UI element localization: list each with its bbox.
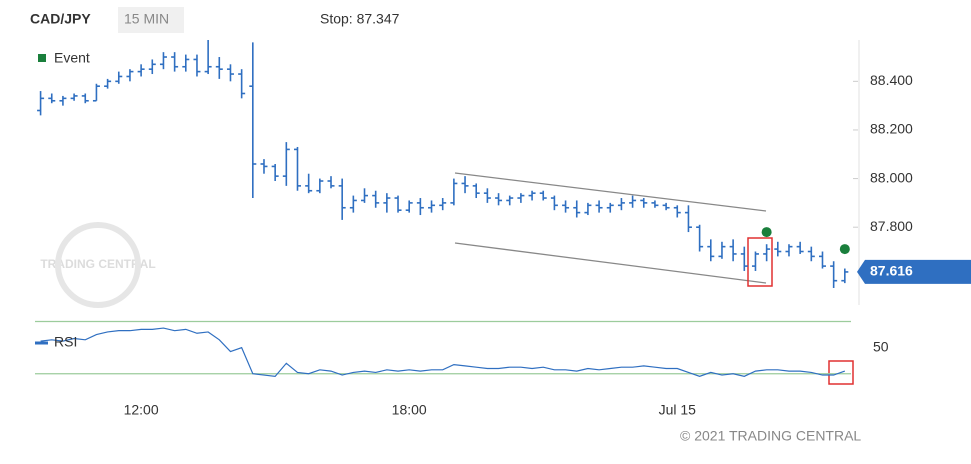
channel-line <box>454 172 767 212</box>
highlight-box <box>828 360 854 385</box>
x-tick-label: 12:00 <box>124 402 159 418</box>
legend-label: Event <box>54 50 90 66</box>
y-tick-label: 88.000 <box>870 169 913 185</box>
event-marker <box>839 244 850 255</box>
rsi-line <box>40 327 846 377</box>
symbol: CAD/JPY <box>30 11 91 27</box>
stop-label: Stop: 87.347 <box>320 11 400 27</box>
channel-line <box>454 242 767 284</box>
interval-badge <box>118 7 184 33</box>
event-marker <box>761 227 772 238</box>
rsi-tick-label: 50 <box>873 338 889 354</box>
watermark-ring <box>55 222 141 308</box>
last-price-tag <box>857 259 971 284</box>
y-tick-label: 88.400 <box>870 72 913 88</box>
interval: 15 MIN <box>124 11 169 27</box>
highlight-box <box>747 237 773 287</box>
x-tick-label: 18:00 <box>392 402 427 418</box>
y-tick-label: 88.200 <box>870 121 913 137</box>
last-price-label: 87.616 <box>870 263 913 279</box>
y-tick-label: 87.800 <box>870 218 913 234</box>
rsi-legend-label: RSI <box>54 334 77 350</box>
legend-swatch <box>38 54 46 62</box>
copyright: © 2021 TRADING CENTRAL <box>680 428 861 444</box>
x-tick-label: Jul 15 <box>659 402 697 418</box>
watermark: TRADING CENTRAL <box>40 257 155 271</box>
